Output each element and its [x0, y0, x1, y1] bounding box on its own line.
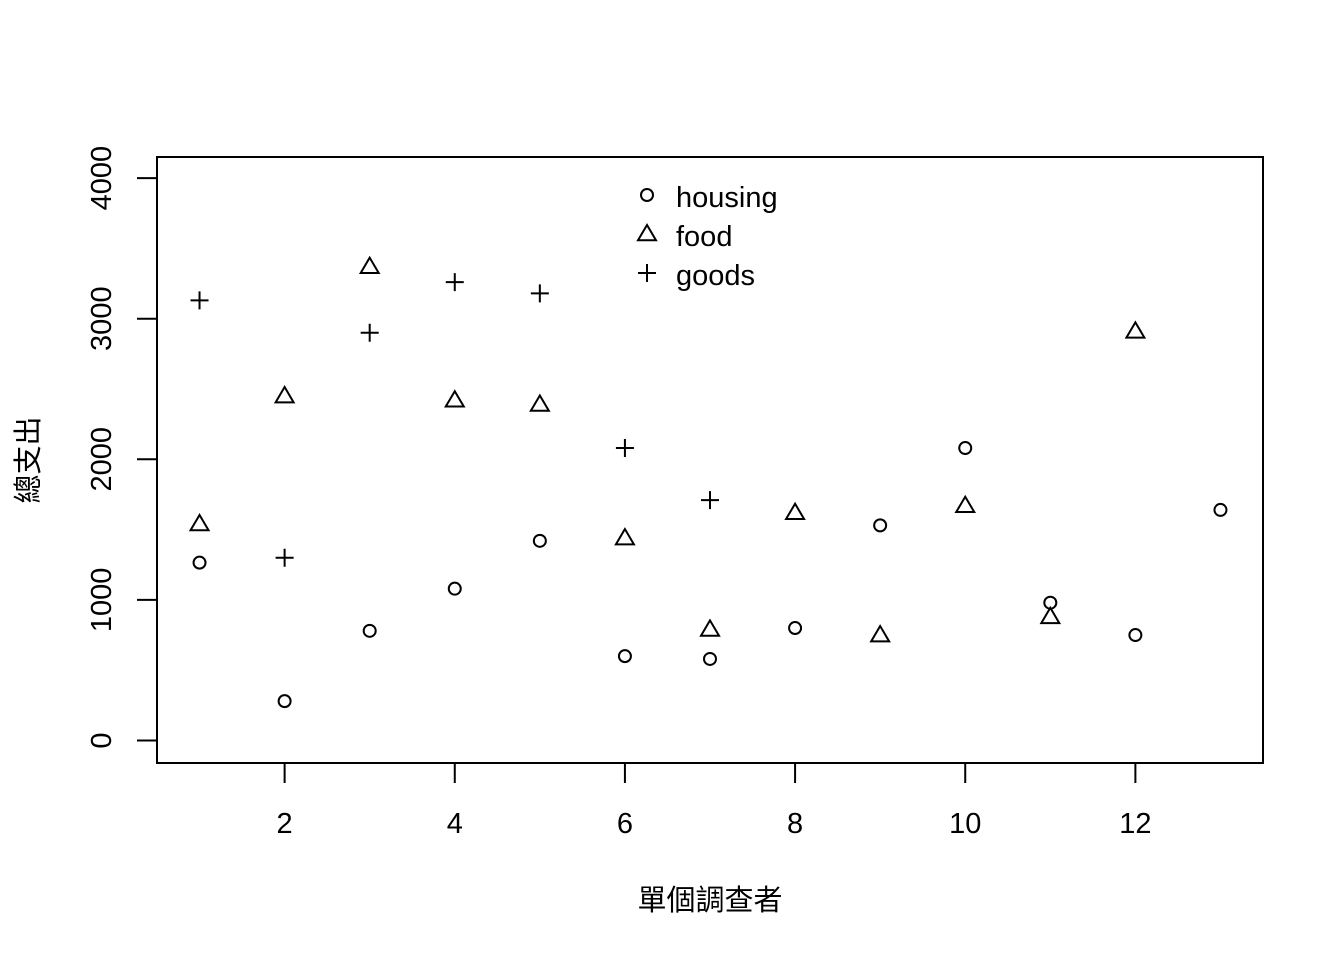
x-tick-label: 4 [447, 808, 463, 840]
legend-goods-label: goods [676, 260, 755, 292]
legend: housing food goods [636, 182, 778, 292]
goods-point [701, 491, 719, 510]
food-point [1124, 320, 1147, 339]
y-axis: 0 1000 2000 3000 4000 [86, 146, 157, 749]
housing-point [532, 533, 547, 548]
x-tick-label: 12 [1119, 808, 1151, 840]
food-point [273, 385, 296, 404]
legend-housing-label: housing [676, 182, 778, 214]
housing-point [873, 518, 888, 533]
x-axis: 2 4 6 8 10 12 [277, 763, 1152, 840]
housing-point [192, 555, 207, 570]
y-tick-label: 2000 [86, 427, 118, 492]
housing-point [703, 651, 717, 666]
food-point [869, 624, 891, 643]
data-points [188, 255, 1228, 709]
food-point [784, 501, 806, 521]
housing-point [1128, 628, 1143, 643]
goods-point [530, 284, 549, 303]
y-tick-label: 0 [86, 732, 118, 748]
food-point [444, 389, 466, 408]
housing-point [277, 694, 292, 709]
food-point [1039, 605, 1062, 625]
legend-item-food: food [636, 221, 732, 253]
food-point [188, 513, 211, 532]
y-tick-label: 4000 [86, 146, 118, 211]
series-goods [190, 273, 719, 567]
legend-goods-marker [638, 264, 656, 282]
y-axis-title: 總支出 [11, 416, 45, 503]
food-point [529, 393, 551, 412]
housing-point [617, 649, 632, 664]
housing-point [362, 623, 377, 638]
goods-point [360, 323, 379, 342]
legend-food-marker [636, 223, 658, 242]
x-tick-label: 10 [949, 808, 981, 840]
legend-housing-marker [640, 188, 654, 202]
goods-point [615, 439, 634, 458]
series-food [188, 255, 1147, 643]
food-point [699, 618, 721, 637]
goods-point [445, 273, 464, 292]
legend-item-housing: housing [640, 182, 778, 214]
series-housing [192, 441, 1228, 709]
x-axis-title: 單個調查者 [637, 883, 782, 917]
x-tick-label: 8 [787, 808, 803, 840]
goods-point [190, 291, 209, 310]
x-tick-label: 6 [617, 808, 633, 840]
legend-food-label: food [676, 221, 732, 253]
y-tick-label: 1000 [86, 568, 118, 633]
food-point [614, 527, 636, 546]
food-point [358, 255, 381, 274]
housing-point [447, 581, 462, 596]
food-point [954, 494, 976, 513]
housing-point [1213, 502, 1228, 517]
x-tick-label: 2 [277, 808, 293, 840]
housing-point [788, 621, 803, 636]
goods-point [275, 548, 294, 567]
y-tick-label: 3000 [86, 286, 118, 351]
housing-point [958, 441, 973, 456]
legend-item-goods: goods [638, 260, 755, 292]
